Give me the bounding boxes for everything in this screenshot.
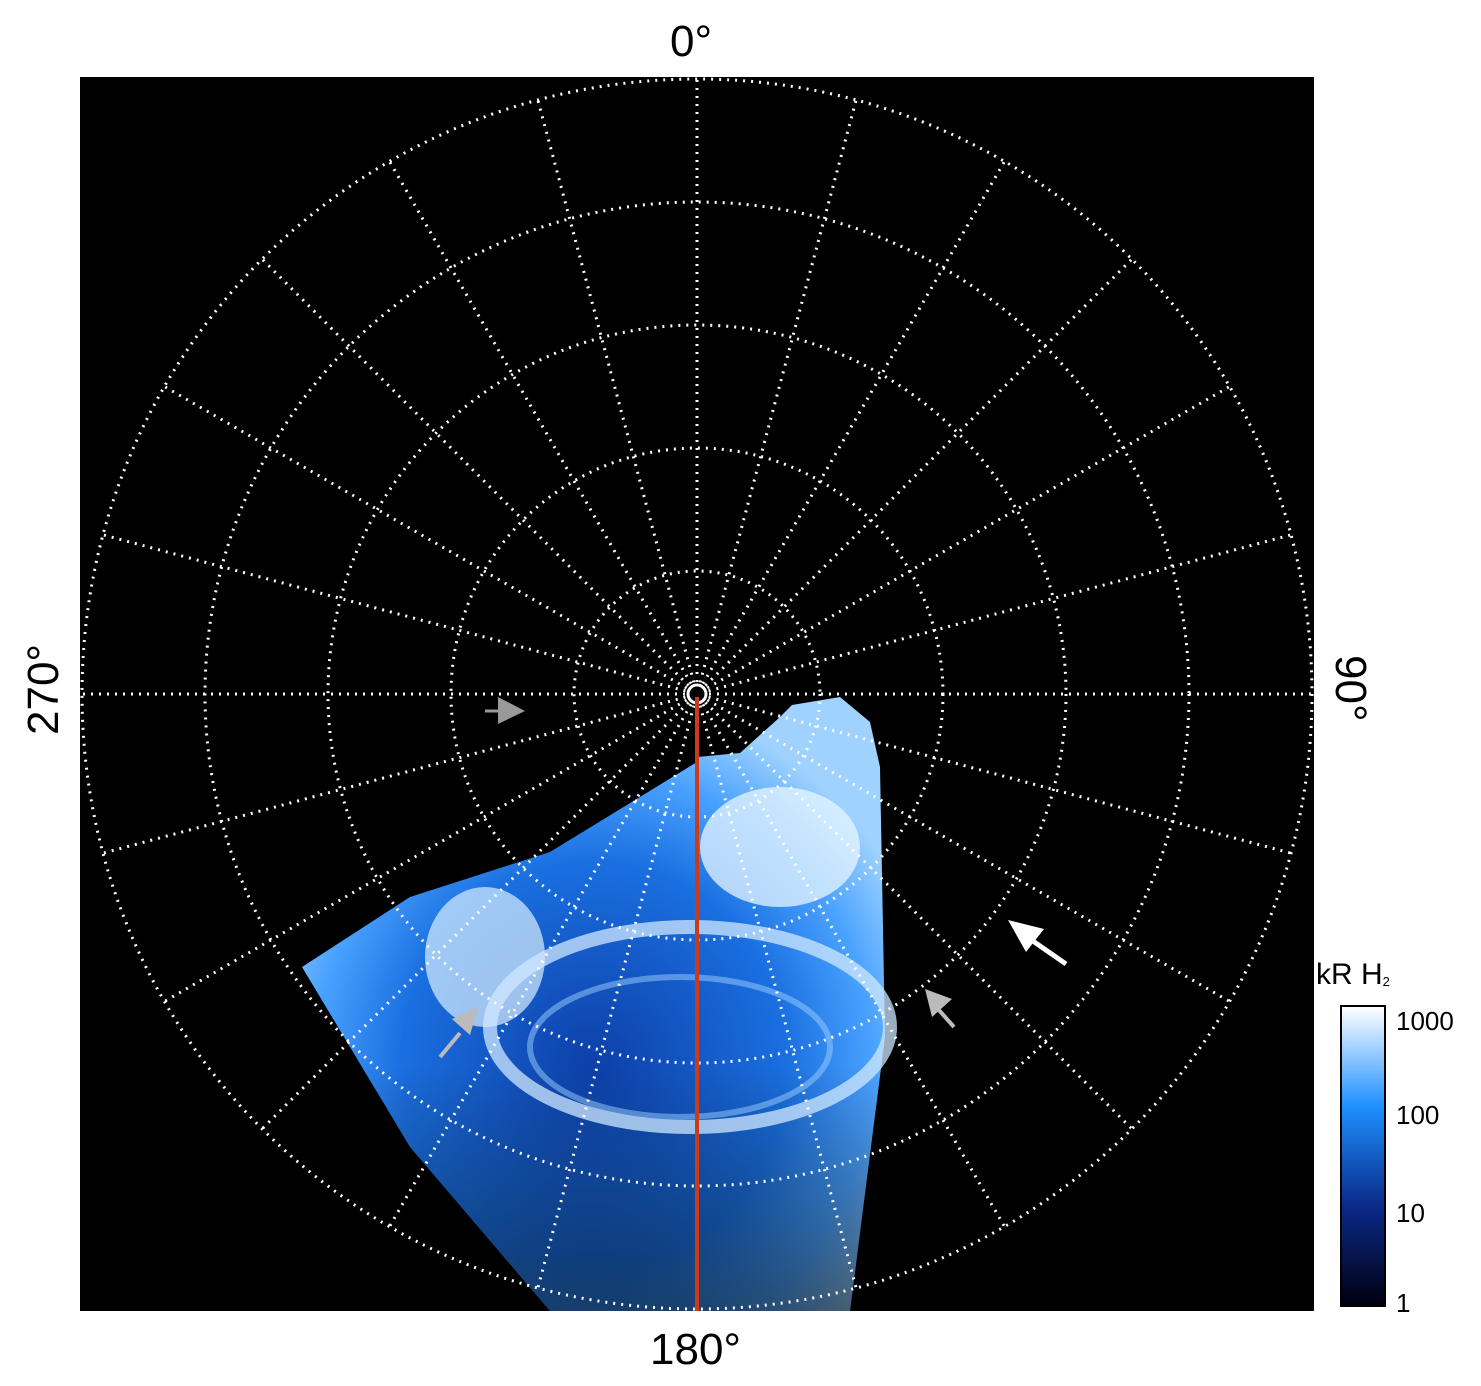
grid-ring xyxy=(80,77,1314,1311)
grid-meridian xyxy=(698,99,858,683)
grid-meridian xyxy=(536,99,696,683)
colorbar-title: kR H2 xyxy=(1316,958,1390,991)
grid-ring xyxy=(326,323,1068,1065)
grid-meridian xyxy=(704,258,1133,687)
grid-meridian xyxy=(163,385,688,690)
grid-meridian xyxy=(708,533,1292,693)
polar-auroral-map xyxy=(80,77,1314,1311)
bright-patch-upper xyxy=(700,787,860,907)
bright-patch-left xyxy=(425,887,545,1027)
label-270-deg: 270° xyxy=(19,643,68,735)
arrow-gray-left-top xyxy=(485,697,525,724)
grid-meridian xyxy=(102,533,686,693)
colorbar-tick-1000: 1000 xyxy=(1396,1006,1454,1036)
main-auroral-oval xyxy=(483,920,897,1134)
arrow-gray-right xyxy=(925,989,956,1029)
colorbar-tick-1: 1 xyxy=(1396,1288,1411,1318)
grid-meridian xyxy=(706,385,1231,690)
label-180-deg: 180° xyxy=(650,1325,742,1374)
colorbar-tick-100: 100 xyxy=(1396,1100,1440,1130)
polar-map-svg xyxy=(80,77,1314,1311)
grid-meridian xyxy=(261,258,690,687)
arrow-gray-left-bottom xyxy=(438,1007,478,1059)
colorbar-tick-10: 10 xyxy=(1396,1198,1425,1228)
arrow-white-right xyxy=(1008,920,1068,967)
label-0-deg: 0° xyxy=(670,17,713,66)
grid-meridian xyxy=(388,160,693,685)
inner-oval xyxy=(527,974,833,1120)
label-90-deg: 90° xyxy=(1326,655,1375,722)
grid-meridian xyxy=(701,160,1006,685)
colorbar xyxy=(1340,1005,1386,1307)
